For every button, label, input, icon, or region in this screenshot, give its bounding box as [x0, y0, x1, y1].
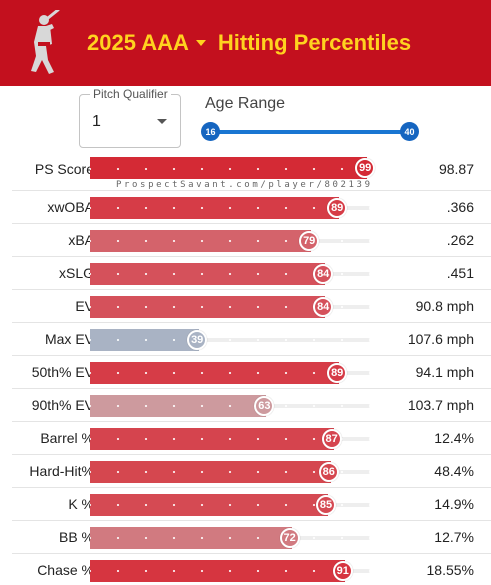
- stat-row: 50th% EV 89 94.1 mph: [12, 355, 491, 388]
- stat-value: .451: [446, 265, 474, 281]
- bar-tick-dots: [90, 207, 370, 209]
- title-text: Hitting Percentiles: [217, 30, 412, 55]
- percentile-badge: 84: [313, 264, 334, 284]
- bar-tick-dots: [90, 372, 370, 374]
- stat-row: Chase % 91 18.55%: [12, 553, 491, 585]
- watermark: ProspectSavant.com/player/802139: [116, 180, 373, 190]
- stat-value: 48.4%: [434, 463, 474, 479]
- age-range-min-thumb[interactable]: 16: [201, 122, 220, 141]
- pitch-qualifier-select[interactable]: Pitch Qualifier 1: [79, 87, 181, 148]
- stat-label: Hard-Hit%: [29, 463, 94, 479]
- bar-tick-dots: [90, 240, 370, 242]
- dropdown-arrow-icon: [157, 119, 167, 124]
- bar-tick-dots: [90, 537, 370, 539]
- stat-value: 98.87: [438, 161, 474, 177]
- stat-value: 90.8 mph: [415, 298, 474, 314]
- stat-label: EV: [75, 298, 94, 314]
- stat-row: Max EV 39 107.6 mph: [12, 322, 491, 355]
- percentile-badge: 85: [316, 495, 336, 515]
- stat-label: 50th% EV: [31, 364, 94, 380]
- bar-tick-dots: [90, 570, 370, 572]
- stat-row: xSLG 84 .451: [12, 256, 491, 289]
- season-label: 2025 AAA: [87, 30, 189, 55]
- season-selector[interactable]: 2025 AAA: [87, 30, 218, 56]
- bar-tick-dots: [90, 405, 370, 407]
- percentile-table: PS Score 99 98.87 xwOBA 89 .366 xBA 79 .262 xSLG 8…: [12, 150, 491, 585]
- bar-tick-dots: [90, 471, 370, 473]
- stat-value: 94.1 mph: [415, 364, 474, 380]
- stat-row: BB % 72 12.7%: [12, 520, 491, 553]
- stat-label: xwOBA: [47, 199, 94, 215]
- percentile-badge: 89: [327, 363, 348, 383]
- percentile-badge: 86: [318, 462, 339, 482]
- age-range-track[interactable]: [210, 130, 410, 134]
- stat-label: 90th% EV: [31, 397, 94, 413]
- percentile-badge: 72: [279, 528, 300, 548]
- stat-value: 12.7%: [434, 529, 474, 545]
- age-range-max-thumb[interactable]: 40: [400, 122, 419, 141]
- percentile-badge: 84: [313, 297, 334, 317]
- percentile-badge: 99: [355, 158, 376, 178]
- stat-label: BB %: [58, 529, 94, 545]
- caret-down-icon: [195, 40, 206, 46]
- batter-logo-icon: [31, 10, 60, 74]
- pitch-qualifier-label: Pitch Qualifier: [90, 87, 171, 101]
- percentile-badge: 79: [299, 231, 320, 251]
- stat-label: xSLG: [58, 265, 94, 281]
- page-title: 2025 AAA Hitting Percentiles: [87, 28, 411, 58]
- bar-tick-dots: [90, 168, 370, 170]
- bar-tick-dots: [90, 504, 370, 506]
- percentile-badge: 39: [187, 330, 208, 350]
- percentile-badge: 63: [254, 396, 275, 416]
- stat-value: .262: [446, 232, 474, 248]
- stat-label: PS Score: [34, 161, 94, 177]
- header-banner: 2025 AAA Hitting Percentiles: [0, 0, 491, 86]
- stat-value: 12.4%: [434, 430, 474, 446]
- bar-tick-dots: [90, 273, 370, 275]
- age-range-label: Age Range: [205, 95, 286, 112]
- stat-row: Barrel % 87 12.4%: [12, 421, 491, 454]
- stat-label: Chase %: [37, 562, 94, 578]
- stat-row: PS Score 99 98.87: [12, 150, 491, 190]
- stat-value: .366: [446, 199, 474, 215]
- stat-row: xBA 79 .262: [12, 223, 491, 256]
- percentile-badge: 89: [327, 198, 348, 218]
- bar-tick-dots: [90, 339, 370, 341]
- stat-value: 103.7 mph: [407, 397, 474, 413]
- stat-row: K % 85 14.9%: [12, 487, 491, 520]
- percentile-badge: 87: [321, 429, 342, 449]
- stat-row: 90th% EV 63 103.7 mph: [12, 388, 491, 421]
- stat-row: xwOBA 89 .366: [12, 190, 491, 223]
- stat-label: K %: [68, 496, 94, 512]
- stat-label: Max EV: [44, 331, 94, 347]
- stat-label: xBA: [68, 232, 94, 248]
- bar-tick-dots: [90, 438, 370, 440]
- stat-value: 18.55%: [426, 562, 474, 578]
- stat-label: Barrel %: [40, 430, 94, 446]
- bar-tick-dots: [90, 306, 370, 308]
- pitch-qualifier-value: 1: [92, 113, 101, 130]
- stat-row: EV 84 90.8 mph: [12, 289, 491, 322]
- stat-value: 107.6 mph: [407, 331, 474, 347]
- stat-value: 14.9%: [434, 496, 474, 512]
- percentile-badge: 91: [332, 561, 353, 581]
- stat-row: Hard-Hit% 86 48.4%: [12, 454, 491, 487]
